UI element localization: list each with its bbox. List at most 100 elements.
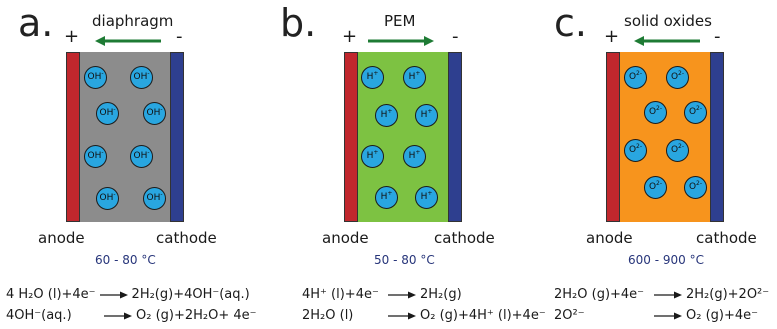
ion-symbol: OH bbox=[146, 193, 161, 203]
ion-charge: + bbox=[387, 108, 393, 115]
ion-circle: OH- bbox=[96, 187, 119, 210]
cathode-electrode bbox=[710, 52, 724, 222]
reaction-arrow-icon bbox=[388, 312, 416, 319]
ion-charge: - bbox=[147, 70, 150, 77]
ion-symbol: H bbox=[408, 72, 416, 82]
ion-circle: OH- bbox=[143, 102, 166, 125]
ion-charge: + bbox=[415, 70, 421, 77]
ion-symbol: OH bbox=[87, 72, 102, 82]
ion-symbol: O bbox=[670, 145, 679, 155]
ion-circle: O2- bbox=[624, 66, 647, 89]
ion-charge: + bbox=[427, 108, 433, 115]
equation-reactants: 4OH⁻(aq.) bbox=[6, 308, 72, 323]
plus-sign: + bbox=[342, 26, 358, 47]
ion-symbol: O bbox=[628, 145, 637, 155]
ion-symbol: OH bbox=[87, 151, 102, 161]
ion-symbol: O bbox=[688, 107, 697, 117]
ion-symbol: OH bbox=[146, 108, 161, 118]
panel-letter: c. bbox=[554, 1, 587, 45]
ion-circle: H+ bbox=[415, 104, 438, 127]
ion-circle: O2- bbox=[684, 176, 707, 199]
ion-symbol: OH bbox=[99, 108, 114, 118]
anode-electrode bbox=[66, 52, 80, 222]
ion-charge: + bbox=[387, 190, 393, 197]
panel-solid-oxide: c. + - solid oxides O2- O2- O2- O2- O2- … bbox=[524, 0, 777, 329]
equation-reactants: 2O²⁻ bbox=[554, 308, 585, 323]
ion-circle: O2- bbox=[644, 176, 667, 199]
ion-flow-arrow-right bbox=[368, 36, 434, 46]
ion-circle: H+ bbox=[375, 186, 398, 209]
ion-charge: 2- bbox=[656, 180, 663, 187]
panel-alkaline: a. + - diaphragm OH- OH- OH- OH- OH- OH-… bbox=[0, 0, 259, 329]
ion-symbol: H bbox=[380, 110, 388, 120]
ion-circle: H+ bbox=[403, 145, 426, 168]
ion-charge: 2- bbox=[636, 143, 643, 150]
ion-charge: 2- bbox=[678, 143, 685, 150]
ion-symbol: O bbox=[628, 72, 637, 82]
ion-charge: - bbox=[160, 191, 163, 198]
equation-reactants: 2H₂O (l) bbox=[302, 308, 354, 323]
anode-label: anode bbox=[586, 229, 633, 247]
minus-sign: - bbox=[452, 26, 459, 47]
ion-symbol: H bbox=[420, 192, 428, 202]
cathode-electrode bbox=[448, 52, 462, 222]
temperature-range: 60 - 80 °C bbox=[95, 253, 156, 267]
ion-circle: H+ bbox=[361, 66, 384, 89]
temperature-range: 50 - 80 °C bbox=[374, 253, 435, 267]
ion-symbol: O bbox=[688, 182, 697, 192]
equation-products: O₂ (g)+4H⁺ (l)+4e⁻ bbox=[420, 308, 546, 323]
anode-label: anode bbox=[322, 229, 369, 247]
reaction-arrow-icon bbox=[104, 312, 132, 319]
panel-pem: b. + - PEM H+ H+ H+ H+ H+ H+ H+ H+ anode… bbox=[262, 0, 546, 329]
anode-electrode bbox=[344, 52, 358, 222]
reaction-equation-1: 2H₂O (g)+4e⁻ 2H₂(g)+2O²⁻ bbox=[554, 288, 769, 301]
ion-charge: - bbox=[113, 191, 116, 198]
panel-letter: a. bbox=[18, 1, 54, 45]
ion-symbol: OH bbox=[133, 72, 148, 82]
ion-symbol: O bbox=[648, 182, 657, 192]
cathode-label: cathode bbox=[156, 229, 217, 247]
reaction-arrow-icon bbox=[654, 312, 682, 319]
ion-charge: 2- bbox=[678, 70, 685, 77]
equation-products: 2H₂(g)+2O²⁻ bbox=[686, 287, 770, 302]
ion-symbol: H bbox=[408, 151, 416, 161]
equation-products: O₂ (g)+2H₂O+ 4e⁻ bbox=[136, 308, 257, 323]
cathode-label: cathode bbox=[696, 229, 757, 247]
ion-circle: OH- bbox=[130, 66, 153, 89]
ion-circle: O2- bbox=[666, 139, 689, 162]
ion-symbol: H bbox=[420, 110, 428, 120]
equation-reactants: 4H⁺ (l)+4e⁻ bbox=[302, 287, 379, 302]
ion-circle: O2- bbox=[666, 66, 689, 89]
reaction-arrow-icon bbox=[654, 291, 682, 298]
temperature-range: 600 - 900 °C bbox=[628, 253, 704, 267]
ion-circle: H+ bbox=[375, 104, 398, 127]
ion-circle: H+ bbox=[361, 145, 384, 168]
plus-sign: + bbox=[604, 26, 620, 47]
ion-flow-arrow-left bbox=[95, 36, 161, 46]
anode-label: anode bbox=[38, 229, 85, 247]
ion-charge: 2- bbox=[656, 105, 663, 112]
minus-sign: - bbox=[176, 26, 183, 47]
ion-charge: 2- bbox=[636, 70, 643, 77]
ion-charge: + bbox=[427, 190, 433, 197]
ion-charge: - bbox=[113, 106, 116, 113]
ion-symbol: O bbox=[670, 72, 679, 82]
ion-charge: + bbox=[415, 149, 421, 156]
equation-reactants: 2H₂O (g)+4e⁻ bbox=[554, 287, 645, 302]
ion-charge: + bbox=[373, 149, 379, 156]
plus-sign: + bbox=[64, 26, 80, 47]
anode-electrode bbox=[606, 52, 620, 222]
cathode-electrode bbox=[170, 52, 184, 222]
equation-products: 2H₂(g)+4OH⁻(aq.) bbox=[131, 287, 250, 302]
reaction-equation-2: 4OH⁻(aq.) O₂ (g)+2H₂O+ 4e⁻ bbox=[6, 309, 257, 322]
ion-symbol: OH bbox=[133, 151, 148, 161]
medium-label: diaphragm bbox=[92, 12, 174, 30]
reaction-arrow-icon bbox=[99, 291, 128, 298]
ion-symbol: H bbox=[366, 151, 374, 161]
reaction-arrow-icon bbox=[388, 291, 416, 298]
equation-products: O₂ (g)+4e⁻ bbox=[686, 308, 758, 323]
ion-charge: - bbox=[101, 70, 104, 77]
ion-symbol: O bbox=[648, 107, 657, 117]
ion-charge: 2- bbox=[696, 180, 703, 187]
reaction-equation-1: 4H⁺ (l)+4e⁻ 2H₂(g) bbox=[302, 288, 462, 301]
